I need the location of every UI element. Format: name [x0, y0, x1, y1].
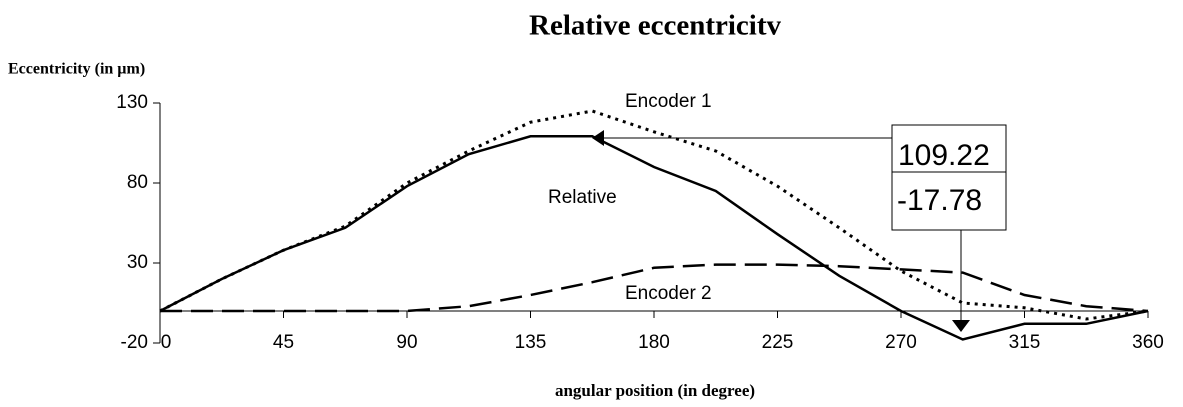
series-line [159, 134, 1149, 341]
x-tick-label: 225 [762, 332, 794, 353]
callout-box [891, 171, 1007, 231]
y-tick-label: 80 [127, 172, 148, 193]
callout-text: -17.78 [897, 184, 982, 217]
x-tick-label: 45 [273, 332, 294, 353]
x-axis-label: angular position (in degree) [555, 381, 755, 400]
y-axis-label: Eccentricity (in µm) [8, 61, 145, 78]
x-tick-label: 135 [515, 332, 547, 353]
x-tick-label: 90 [396, 332, 417, 353]
x-tick-label: 180 [638, 332, 670, 353]
series-label: Relative [548, 187, 617, 208]
callout-text: 109.22 [898, 139, 990, 172]
x-tick-label: 315 [1009, 332, 1041, 353]
x-tick-label: 360 [1132, 332, 1164, 353]
series-label: Encoder 2 [625, 283, 712, 304]
y-tick-label: -20 [121, 332, 148, 353]
series-label: Encoder 1 [625, 91, 712, 112]
chart-title: Relative eccentricitv [529, 10, 781, 42]
x-tick-label: 270 [885, 332, 917, 353]
x-tick-label: 0 [161, 332, 172, 353]
arrowhead [952, 320, 970, 332]
series-line [160, 263, 1149, 313]
y-tick-label: 30 [127, 252, 148, 273]
y-tick-label: 130 [116, 92, 148, 113]
series-line [159, 109, 1149, 321]
